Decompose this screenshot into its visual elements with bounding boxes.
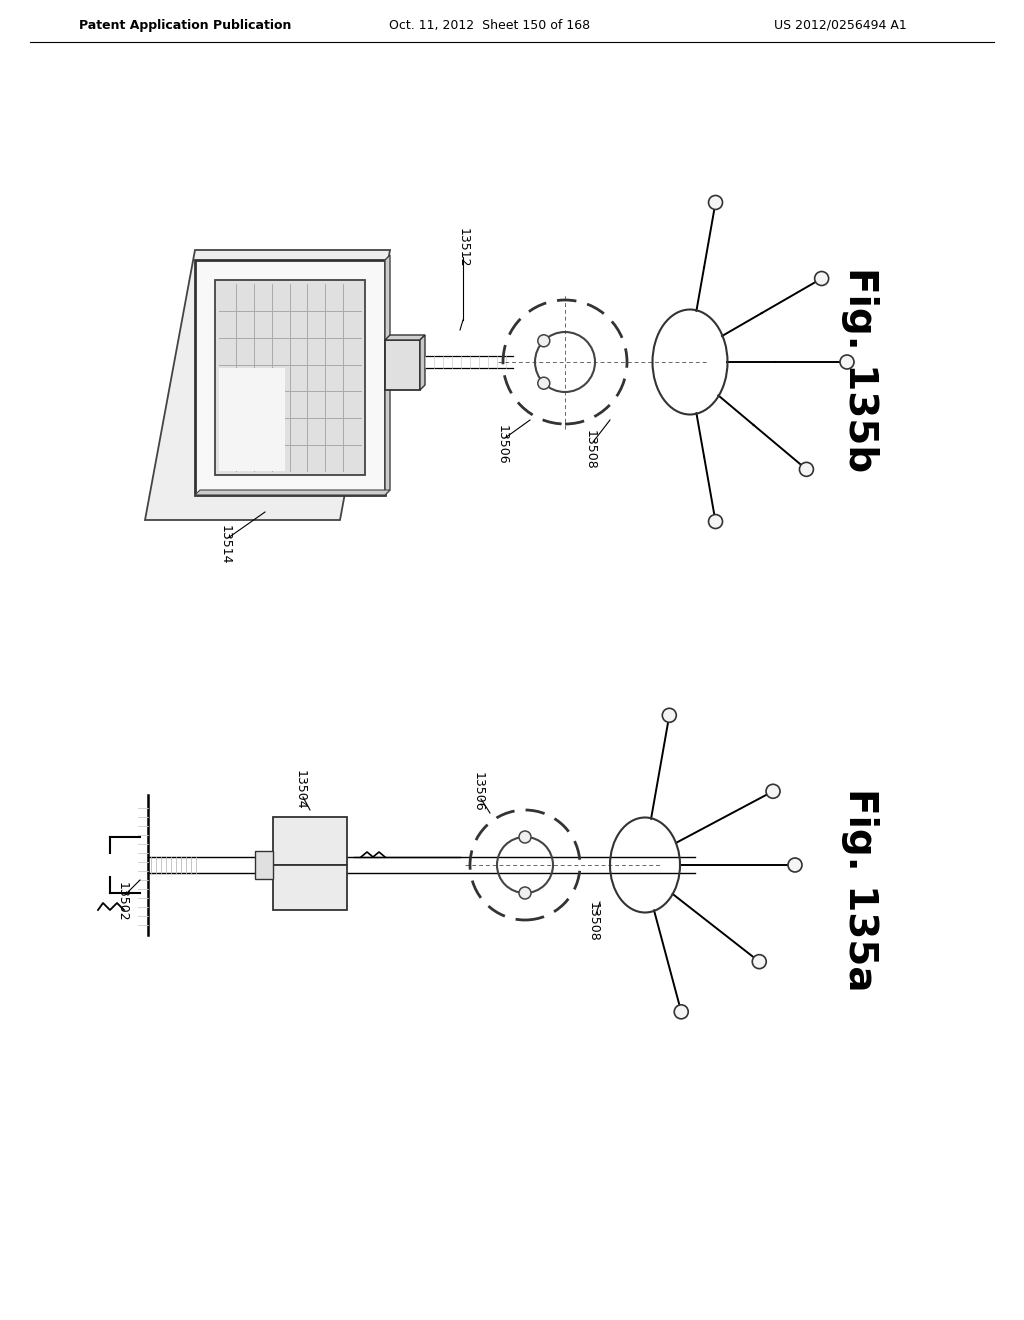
Circle shape	[840, 355, 854, 370]
Polygon shape	[385, 341, 420, 389]
Circle shape	[519, 887, 531, 899]
Circle shape	[663, 709, 676, 722]
Text: 13508: 13508	[584, 430, 597, 470]
Polygon shape	[420, 335, 425, 389]
Polygon shape	[145, 249, 390, 520]
Text: 13514: 13514	[218, 525, 231, 565]
Polygon shape	[273, 865, 347, 909]
Circle shape	[766, 784, 780, 799]
Text: US 2012/0256494 A1: US 2012/0256494 A1	[773, 18, 906, 32]
Circle shape	[709, 195, 723, 210]
Text: 13504: 13504	[294, 770, 306, 809]
Polygon shape	[195, 260, 385, 495]
Circle shape	[538, 335, 550, 347]
Circle shape	[753, 954, 766, 969]
Text: 13508: 13508	[587, 902, 599, 942]
Polygon shape	[195, 490, 390, 495]
Text: Fig. 135a: Fig. 135a	[841, 788, 879, 991]
Circle shape	[538, 378, 550, 389]
Text: 13506: 13506	[471, 772, 484, 812]
Polygon shape	[255, 851, 273, 879]
Polygon shape	[385, 335, 425, 341]
Text: Oct. 11, 2012  Sheet 150 of 168: Oct. 11, 2012 Sheet 150 of 168	[389, 18, 591, 32]
Circle shape	[800, 462, 813, 477]
Polygon shape	[273, 817, 347, 865]
Polygon shape	[385, 255, 390, 495]
Text: Patent Application Publication: Patent Application Publication	[79, 18, 291, 32]
Text: 13502: 13502	[116, 882, 128, 921]
Circle shape	[815, 272, 828, 285]
Text: 13512: 13512	[457, 228, 469, 268]
Polygon shape	[215, 280, 365, 475]
Polygon shape	[219, 368, 285, 471]
Circle shape	[674, 1005, 688, 1019]
Circle shape	[709, 515, 723, 528]
Text: 13506: 13506	[496, 425, 509, 465]
Circle shape	[519, 832, 531, 843]
Text: Fig. 135b: Fig. 135b	[841, 268, 879, 473]
Circle shape	[788, 858, 802, 873]
